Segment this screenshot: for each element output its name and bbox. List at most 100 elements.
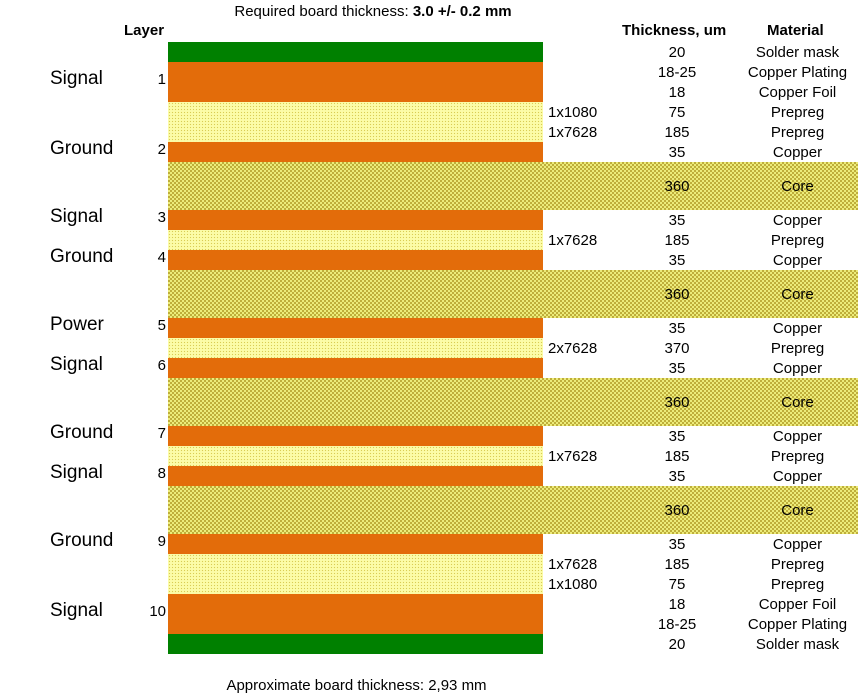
- thickness-value: 18-25: [657, 64, 697, 81]
- material-name: Copper: [772, 360, 823, 377]
- glass-style-label: 1x7628: [548, 232, 598, 249]
- layer-number: 2: [157, 141, 166, 158]
- core-band: [168, 270, 858, 318]
- required-thickness-value: 3.0 +/- 0.2 mm: [412, 3, 512, 20]
- material-name: Prepreg: [770, 104, 825, 121]
- material-header: Material: [767, 22, 824, 39]
- layer-number: 3: [157, 209, 166, 226]
- thickness-value: 360: [664, 286, 690, 303]
- material-name: Copper Foil: [758, 84, 837, 101]
- thickness-value: 185: [664, 556, 690, 573]
- layer-number: 5: [157, 317, 166, 334]
- thickness-value: 35: [668, 536, 686, 553]
- material-name: Core: [781, 178, 814, 195]
- layer-number: 10: [149, 603, 166, 620]
- thickness-value: 360: [664, 502, 690, 519]
- material-name: Prepreg: [770, 556, 825, 573]
- material-name: Prepreg: [770, 232, 825, 249]
- copper-band: [168, 358, 543, 378]
- layer-type-label: Signal: [50, 354, 103, 375]
- thickness-header: Thickness, um: [622, 22, 727, 39]
- layer-type-label: Ground: [50, 530, 114, 551]
- material-name: Core: [781, 394, 814, 411]
- mask-band: [168, 634, 543, 654]
- thickness-value: 18-25: [657, 616, 697, 633]
- prepreg-band: [168, 102, 543, 142]
- glass-style-label: 2x7628: [548, 340, 598, 357]
- material-name: Prepreg: [770, 124, 825, 141]
- copper-band: [168, 210, 543, 230]
- core-band: [168, 378, 858, 426]
- layer-type-label: Signal: [50, 68, 103, 89]
- thickness-value: 185: [664, 448, 690, 465]
- thickness-value: 20: [668, 636, 686, 653]
- approximate-thickness-note: Approximate board thickness: 2,93 mm: [226, 677, 487, 694]
- layer-type-label: Signal: [50, 600, 103, 621]
- thickness-value: 35: [668, 360, 686, 377]
- thickness-value: 35: [668, 320, 686, 337]
- core-band: [168, 162, 858, 210]
- material-name: Copper: [772, 428, 823, 445]
- prepreg-band: [168, 554, 543, 594]
- material-name: Copper Plating: [747, 64, 848, 81]
- material-name: Prepreg: [770, 576, 825, 593]
- glass-style-label: 1x7628: [548, 448, 598, 465]
- material-name: Copper: [772, 536, 823, 553]
- layer-number: 1: [157, 71, 166, 88]
- copper-band: [168, 250, 543, 270]
- thickness-value: 185: [664, 124, 690, 141]
- core-band: [168, 486, 858, 534]
- copper-band: [168, 318, 543, 338]
- layer-header: Layer: [124, 22, 165, 39]
- thickness-value: 185: [664, 232, 690, 249]
- layer-type-label: Power: [50, 314, 104, 335]
- glass-style-label: 1x7628: [548, 124, 598, 141]
- thickness-value: 35: [668, 428, 686, 445]
- thickness-value: 35: [668, 468, 686, 485]
- prepreg-band: [168, 230, 543, 250]
- thickness-value: 35: [668, 144, 686, 161]
- copper-band: [168, 534, 543, 554]
- thickness-value: 35: [668, 212, 686, 229]
- material-name: Copper Foil: [758, 596, 837, 613]
- copper-band: [168, 426, 543, 446]
- material-name: Prepreg: [770, 340, 825, 357]
- required-thickness-note: Required board thickness: 3.0 +/- 0.2 mm: [0, 3, 746, 20]
- layer-number: 9: [157, 533, 166, 550]
- layer-number: 8: [157, 465, 166, 482]
- layer-number: 4: [157, 249, 166, 266]
- layer-type-label: Ground: [50, 246, 114, 267]
- thickness-value: 18: [668, 84, 686, 101]
- material-name: Prepreg: [770, 448, 825, 465]
- mask-band: [168, 42, 543, 62]
- material-name: Solder mask: [755, 636, 840, 653]
- glass-style-label: 1x1080: [548, 576, 598, 593]
- thickness-value: 35: [668, 252, 686, 269]
- material-name: Copper: [772, 320, 823, 337]
- required-thickness-prefix: Required board thickness:: [234, 3, 413, 20]
- material-name: Copper: [772, 144, 823, 161]
- layer-number: 6: [157, 357, 166, 374]
- copper-band: [168, 142, 543, 162]
- prepreg-band: [168, 338, 543, 358]
- copper-band: [168, 594, 543, 634]
- thickness-value: 360: [664, 178, 690, 195]
- layer-number: 7: [157, 425, 166, 442]
- layer-type-label: Signal: [50, 462, 103, 483]
- layer-type-label: Ground: [50, 138, 114, 159]
- layer-type-label: Ground: [50, 422, 114, 443]
- copper-band: [168, 62, 543, 102]
- material-name: Core: [781, 502, 814, 519]
- thickness-value: 360: [664, 394, 690, 411]
- glass-style-label: 1x1080: [548, 104, 598, 121]
- copper-band: [168, 466, 543, 486]
- material-name: Copper: [772, 252, 823, 269]
- material-name: Core: [781, 286, 814, 303]
- thickness-value: 75: [668, 104, 686, 121]
- layer-type-label: Signal: [50, 206, 103, 227]
- material-name: Copper: [772, 212, 823, 229]
- material-name: Copper: [772, 468, 823, 485]
- material-name: Solder mask: [755, 44, 840, 61]
- thickness-value: 370: [664, 340, 690, 357]
